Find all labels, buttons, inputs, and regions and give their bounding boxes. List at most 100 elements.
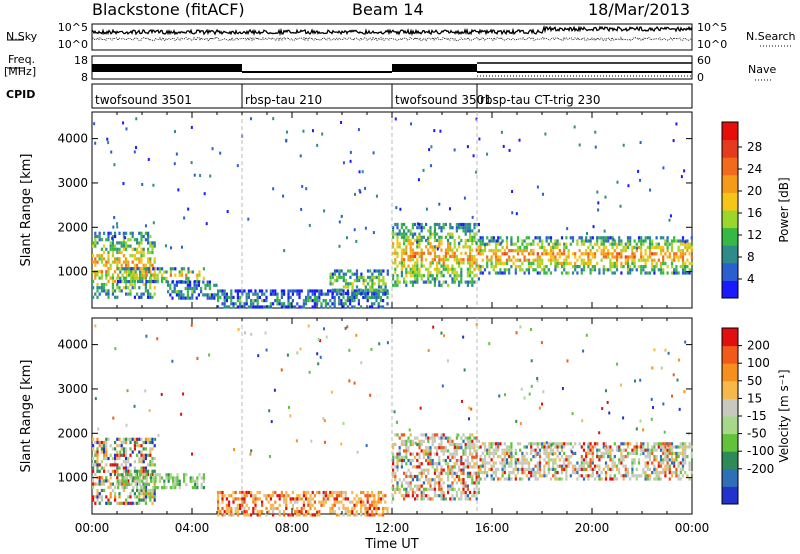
power-sparse-cell [135, 117, 138, 121]
velocity-cell [98, 495, 101, 499]
power-cell [536, 271, 539, 275]
power-cell [600, 242, 603, 246]
power-sparse-cell [316, 143, 319, 147]
velocity-cell [94, 482, 97, 486]
power-colorbar-tick-label: 12 [747, 228, 762, 242]
power-cell [642, 239, 645, 243]
power-cell [92, 260, 95, 264]
power-sparse-cell [147, 157, 150, 161]
power-colorbar-swatch [722, 139, 738, 158]
power-cell [688, 252, 691, 256]
velocity-cell [576, 471, 579, 475]
velocity-cell [122, 466, 125, 470]
power-cell [618, 255, 621, 259]
power-cell [147, 250, 150, 255]
velocity-cell [307, 497, 310, 501]
power-cell [409, 242, 412, 246]
power-cell [225, 305, 228, 309]
velocity-cell [598, 467, 601, 471]
power-cell [392, 232, 395, 236]
power-cell [686, 239, 689, 243]
velocity-cell [684, 445, 687, 449]
power-cell [362, 279, 365, 283]
power-cell [276, 292, 279, 296]
power-cell [96, 234, 99, 239]
power-cell [464, 238, 467, 243]
power-cell [552, 245, 555, 249]
velocity-cell [490, 467, 493, 471]
velocity-cell [243, 500, 246, 504]
velocity-cell [200, 476, 203, 480]
velocity-cell [103, 450, 106, 454]
power-cell [565, 271, 568, 275]
velocity-cell [497, 455, 500, 459]
power-cell [644, 265, 647, 269]
power-cell [100, 270, 103, 274]
velocity-cell [138, 450, 141, 454]
power-cell [512, 261, 515, 265]
velocity-cell [471, 478, 474, 482]
velocity-cell [464, 484, 467, 488]
power-cell [668, 252, 671, 256]
velocity-cell [635, 448, 638, 452]
velocity-sparse-cell [280, 368, 283, 372]
power-cell [133, 238, 136, 242]
power-cell [204, 293, 207, 297]
power-cell [144, 276, 147, 280]
velocity-cell [111, 469, 114, 473]
power-cell [453, 274, 456, 278]
power-cell [245, 292, 248, 296]
power-cell [490, 239, 493, 243]
velocity-cell [344, 497, 347, 501]
power-sparse-cell [596, 190, 599, 194]
velocity-cell [125, 501, 128, 505]
power-cell [116, 286, 119, 290]
velocity-cell [585, 467, 588, 471]
velocity-cell [451, 481, 454, 485]
power-cell [609, 236, 612, 240]
velocity-cell [582, 461, 586, 465]
velocity-cell [116, 453, 119, 457]
velocity-cell [414, 490, 417, 495]
power-cell [125, 292, 128, 296]
velocity-cell [473, 481, 476, 485]
power-cell [622, 245, 625, 249]
power-cell [107, 273, 110, 277]
power-cell [105, 247, 108, 251]
velocity-cell [525, 451, 528, 455]
velocity-sparse-cell [619, 448, 622, 452]
velocity-cell [473, 465, 476, 469]
velocity-cell [163, 479, 166, 483]
power-cell [416, 238, 419, 243]
velocity-cell [433, 478, 436, 482]
power-cell [648, 271, 652, 275]
power-cell [379, 305, 382, 309]
velocity-cell [536, 461, 539, 465]
velocity-cell [105, 450, 108, 454]
power-sparse-cell [639, 178, 642, 182]
power-cell [111, 276, 114, 280]
velocity-cell [642, 471, 645, 475]
velocity-cell [552, 461, 555, 465]
velocity-cell [377, 494, 380, 498]
power-cell [407, 270, 410, 275]
power-cell [247, 305, 250, 309]
power-sparse-cell [305, 187, 308, 191]
power-cell [444, 251, 447, 255]
velocity-sparse-cell [268, 409, 271, 413]
velocity-cell [587, 461, 590, 465]
power-cell [142, 276, 145, 280]
power-cell [589, 258, 592, 262]
velocity-cell [133, 460, 136, 464]
velocity-cell [576, 461, 579, 465]
velocity-cell [92, 447, 95, 451]
velocity-sparse-cell [652, 405, 655, 409]
power-cell [602, 236, 605, 240]
velocity-cell [98, 501, 101, 505]
power-cell [118, 231, 121, 235]
velocity-cell [357, 497, 360, 501]
time-tick-label: 08:00 [275, 521, 310, 535]
power-cell [252, 302, 255, 306]
velocity-cell [331, 510, 334, 514]
velocity-cell [644, 471, 647, 475]
